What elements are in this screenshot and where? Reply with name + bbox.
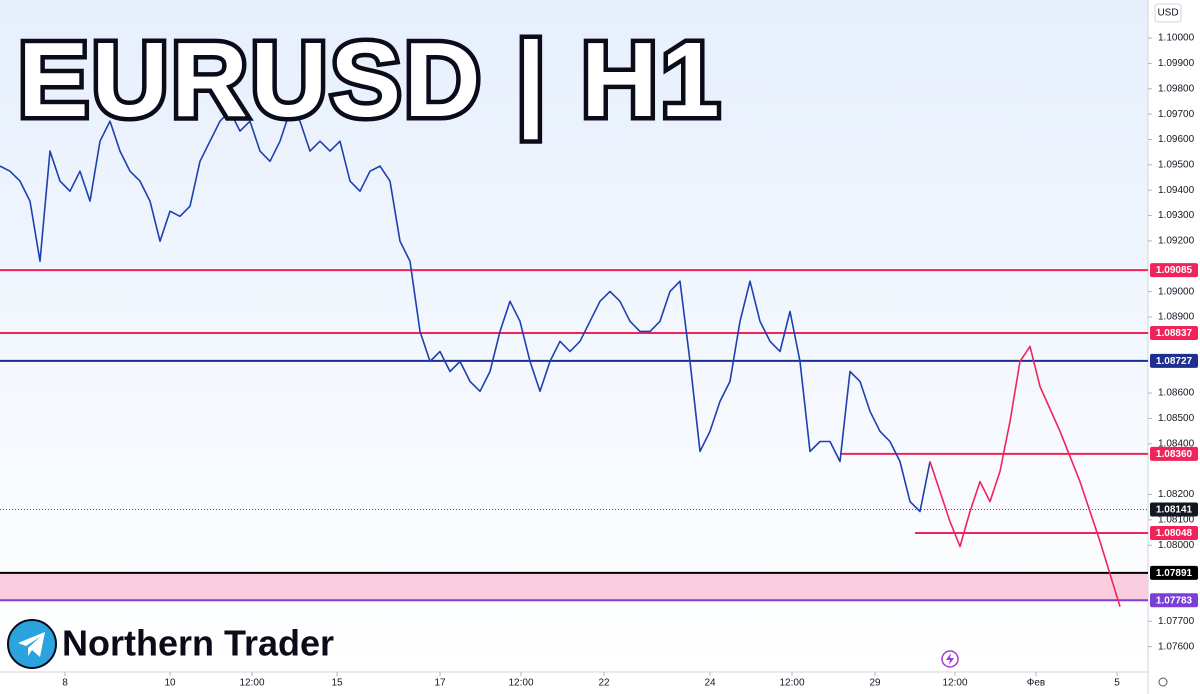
level-label: 1.09085	[1156, 265, 1193, 276]
y-tick-label: 1.09400	[1158, 185, 1195, 196]
y-tick-label: 1.08400	[1158, 438, 1195, 449]
level-label-box	[1150, 502, 1198, 517]
x-tick-label: 12:00	[508, 678, 533, 689]
x-tick-label: 12:00	[942, 678, 967, 689]
x-tick-label: 12:00	[239, 678, 264, 689]
y-tick-label: 1.08100	[1158, 514, 1195, 525]
price-axis	[1148, 0, 1200, 694]
y-tick-label: 1.09000	[1158, 286, 1195, 297]
currency-box[interactable]	[1154, 3, 1182, 23]
level-label-box	[1150, 565, 1198, 580]
telegram-plane	[18, 632, 45, 657]
level-label: 1.08141	[1156, 505, 1193, 516]
level-label: 1.08360	[1156, 449, 1193, 460]
settings-icon[interactable]	[1158, 677, 1168, 687]
x-tick-label: 24	[704, 678, 716, 689]
level-label-box	[1150, 446, 1198, 461]
y-tick-label: 1.10000	[1158, 33, 1195, 44]
y-tick-label: 1.09500	[1158, 159, 1195, 170]
chart-title: EURUSD | H1	[18, 21, 723, 140]
y-tick-label: 1.07600	[1158, 641, 1195, 652]
event-bolt	[946, 653, 954, 665]
x-tick-label: 17	[434, 678, 446, 689]
y-tick-label: 1.08900	[1158, 312, 1195, 323]
x-tick-label: 12:00	[779, 678, 804, 689]
y-tick-label: 1.08000	[1158, 540, 1195, 551]
level-label-box	[1150, 593, 1198, 608]
level-label: 1.08837	[1156, 328, 1193, 339]
level-label-box	[1150, 526, 1198, 541]
x-tick-label: 29	[869, 678, 881, 689]
x-tick-label: 10	[164, 678, 176, 689]
price-line	[929, 345, 1121, 607]
x-tick-label: 15	[331, 678, 343, 689]
y-tick-label: 1.09800	[1158, 83, 1195, 94]
level-label: 1.07891	[1156, 568, 1193, 579]
x-tick-label: Фев	[1027, 678, 1045, 689]
level-label: 1.08727	[1156, 356, 1193, 367]
y-tick-label: 1.08200	[1158, 489, 1195, 500]
telegram-icon	[7, 619, 57, 669]
event-icon[interactable]	[941, 650, 959, 668]
y-tick-label: 1.07700	[1158, 616, 1195, 627]
level-label: 1.07783	[1156, 595, 1193, 606]
level-label-box	[1150, 325, 1198, 340]
y-tick-label: 1.09200	[1158, 236, 1195, 247]
y-tick-label: 1.09900	[1158, 58, 1195, 69]
y-tick-label: 1.09700	[1158, 109, 1195, 120]
y-tick-label: 1.08500	[1158, 413, 1195, 424]
x-tick-label: 5	[1114, 678, 1120, 689]
level-label-box	[1150, 353, 1198, 368]
y-tick-label: 1.09300	[1158, 210, 1195, 221]
level-label-box	[1150, 263, 1198, 278]
plot-background	[0, 0, 1148, 672]
currency: USD	[1157, 8, 1178, 19]
x-tick-label: 22	[598, 678, 610, 689]
price-line	[0, 110, 931, 513]
level-label: 1.08048	[1156, 528, 1193, 539]
x-tick-label: 8	[62, 678, 68, 689]
zone	[0, 572, 1148, 601]
y-tick-label: 1.09600	[1158, 134, 1195, 145]
y-tick-label: 1.08600	[1158, 388, 1195, 399]
brand: Northern Trader	[62, 623, 334, 664]
